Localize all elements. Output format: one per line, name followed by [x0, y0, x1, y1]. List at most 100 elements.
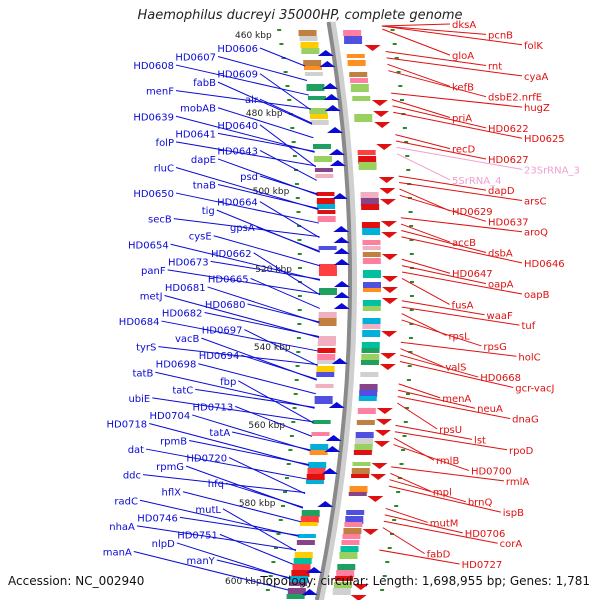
reverse-gene-leader-line — [401, 271, 523, 295]
reverse-gene-label: cyaA — [524, 72, 549, 83]
forward-strand-arrow — [325, 435, 342, 441]
reverse-gene-leader-line — [379, 549, 460, 565]
reverse-feature-block — [309, 450, 328, 455]
reverse-gene-label: HD0646 — [524, 259, 565, 270]
reverse-strand-arrow — [376, 144, 393, 150]
reverse-gene-label: oapB — [524, 290, 550, 301]
forward-gene-leader-line — [175, 141, 316, 167]
outer-tick-mark — [396, 71, 401, 73]
reverse-gene-label: rnt — [488, 62, 502, 73]
reverse-gene-label: recD — [452, 145, 476, 156]
forward-gene-label: HD0698 — [156, 360, 197, 371]
forward-gene-label: HD0746 — [137, 513, 178, 524]
reverse-strand-arrow — [379, 364, 396, 370]
forward-gene-leader-line — [179, 516, 299, 536]
forward-gene-leader-line — [217, 184, 319, 210]
reverse-gene-leader-line — [398, 182, 523, 202]
inner-tick-mark — [291, 141, 296, 143]
kbp-scale-label: 560 kbp — [248, 421, 285, 431]
forward-strand-arrow — [321, 468, 338, 474]
reverse-gene-leader-line — [392, 105, 487, 129]
forward-feature-block — [362, 252, 381, 257]
inner-tick-mark — [265, 589, 270, 591]
forward-gene-leader-line — [195, 388, 315, 408]
forward-gene-label: metJ — [140, 291, 163, 302]
reverse-feature-block — [318, 312, 337, 319]
inner-tick-mark — [296, 351, 301, 353]
reverse-gene-leader-line — [400, 354, 479, 378]
forward-gene-label: HD0662 — [211, 249, 252, 260]
reverse-feature-block — [308, 462, 327, 468]
reverse-gene-leader-line — [401, 236, 523, 264]
reverse-strand-arrow — [367, 496, 384, 502]
outer-tick-mark — [396, 491, 401, 493]
reverse-gene-label: mutM — [430, 518, 459, 529]
outer-tick-mark — [389, 533, 394, 535]
reverse-gene-leader-line — [384, 514, 463, 534]
outer-tick-mark — [409, 309, 414, 311]
reverse-gene-leader-line — [396, 153, 451, 181]
reverse-strand-arrow — [380, 353, 397, 359]
forward-gene-leader-line — [142, 474, 306, 494]
reverse-gene-leader-line — [395, 424, 473, 440]
forward-feature-block — [348, 492, 367, 496]
forward-feature-block — [344, 522, 363, 527]
forward-gene-label: vacB — [175, 334, 200, 345]
inner-tick-mark — [294, 379, 299, 381]
reverse-feature-block — [304, 72, 323, 76]
forward-feature-block — [352, 96, 371, 101]
forward-gene-leader-line — [244, 329, 318, 367]
inner-tick-mark — [286, 463, 291, 465]
forward-feature-block — [355, 432, 374, 438]
reverse-gene-label: HD0627 — [488, 155, 529, 166]
forward-gene-leader-line — [247, 303, 320, 323]
forward-gene-leader-line — [232, 431, 311, 451]
forward-gene-label: tnaB — [193, 181, 216, 192]
forward-gene-label: HD0718 — [107, 419, 148, 430]
forward-feature-block — [359, 384, 378, 392]
reverse-gene-leader-line — [401, 300, 485, 316]
forward-strand-arrow — [333, 237, 350, 243]
reverse-gene-label: ispB — [503, 508, 524, 519]
forward-feature-block — [343, 30, 362, 36]
reverse-gene-label: rpoD — [509, 446, 534, 457]
forward-feature-block — [354, 444, 373, 452]
reverse-strand-arrow — [373, 111, 390, 117]
forward-feature-block — [337, 564, 356, 570]
forward-strand-arrow — [333, 226, 350, 232]
inner-tick-mark — [281, 57, 286, 59]
reverse-gene-label: dnaG — [512, 415, 539, 426]
reverse-gene-label: HD0637 — [488, 217, 529, 228]
reverse-strand-arrow — [381, 276, 398, 282]
backbone-shadow — [315, 21, 357, 600]
accession-label: Accession: NC_002940 — [8, 574, 145, 588]
reverse-strand-arrow — [362, 529, 379, 535]
forward-feature-block — [354, 114, 373, 122]
forward-gene-label: ddc — [123, 471, 141, 482]
reverse-feature-block — [301, 48, 320, 54]
forward-gene-leader-line — [175, 64, 309, 96]
inner-tick-mark — [277, 29, 282, 31]
reverse-gene-leader-line — [395, 140, 487, 160]
inner-tick-mark — [280, 505, 285, 507]
reverse-gene-label: dsbA — [488, 248, 513, 259]
forward-feature-block — [343, 528, 362, 534]
forward-feature-block — [341, 540, 360, 545]
forward-feature-block — [362, 306, 381, 311]
forward-feature-block — [340, 546, 359, 552]
outer-tick-mark — [398, 85, 403, 87]
reverse-gene-label: neuA — [477, 404, 503, 415]
forward-feature-block — [349, 486, 368, 493]
forward-gene-leader-line — [259, 124, 317, 168]
forward-strand-arrow — [333, 248, 350, 254]
outer-tick-mark — [380, 589, 385, 591]
reverse-gene-label: HD0629 — [452, 207, 493, 218]
forward-gene-leader-line — [259, 47, 306, 67]
reverse-gene-label: rmlA — [506, 477, 529, 488]
reverse-gene-label: lst — [474, 435, 486, 446]
reverse-feature-block — [318, 246, 337, 250]
forward-feature-block — [362, 288, 381, 292]
reverse-feature-block — [314, 168, 333, 172]
forward-gene-leader-line — [204, 312, 320, 338]
